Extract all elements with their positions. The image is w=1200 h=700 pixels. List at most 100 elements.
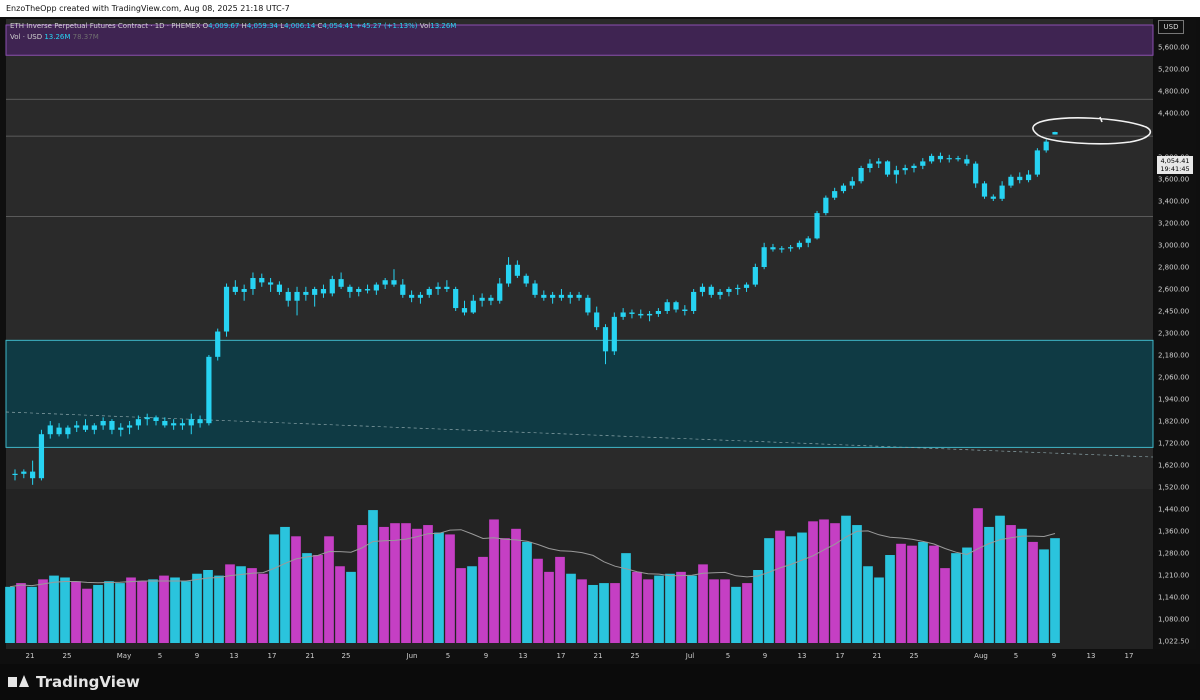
- candle: [550, 291, 556, 304]
- y-tick-label: 1,022.50: [1158, 638, 1189, 646]
- tradingview-name: TradingView: [36, 673, 140, 691]
- candle-body: [717, 291, 723, 295]
- candle: [620, 308, 626, 320]
- volume-bar: [5, 586, 15, 643]
- volume-bar: [1006, 525, 1016, 643]
- candle-body: [276, 284, 283, 292]
- x-tick-label: 13: [1087, 652, 1096, 660]
- candle: [56, 423, 62, 437]
- y-tick-label: 2,450.00: [1158, 308, 1189, 316]
- candle-body: [1043, 141, 1049, 151]
- candle-body: [356, 289, 362, 292]
- candle: [479, 293, 485, 307]
- ellipse-annotation: [1032, 116, 1152, 145]
- price-chart[interactable]: 5,600.005,200.004,800.004,400.003,800.00…: [0, 17, 1200, 664]
- candle-body: [726, 289, 732, 292]
- candle-body: [179, 423, 186, 426]
- candle-body: [567, 294, 573, 298]
- candle-body: [232, 286, 238, 292]
- y-tick-label: 5,600.00: [1158, 44, 1189, 52]
- volume-bar: [731, 586, 741, 643]
- legend-row-volume: Vol · USD 13.26M 78.37M: [10, 33, 456, 41]
- volume-bar: [863, 566, 873, 643]
- candle: [1043, 139, 1049, 153]
- candle-body: [312, 289, 318, 295]
- candle-body: [65, 427, 71, 435]
- candle: [858, 165, 864, 184]
- x-tick-label: 21: [26, 652, 35, 660]
- volume-bar: [753, 569, 763, 643]
- volume-ma-line: [9, 529, 1056, 588]
- x-tick-label: 21: [594, 652, 603, 660]
- y-tick-label: 3,200.00: [1158, 220, 1189, 228]
- candle: [532, 280, 538, 298]
- legend-symbol: ETH Inverse Perpetual Futures Contract ·…: [10, 22, 201, 30]
- candle: [735, 284, 741, 295]
- candle: [197, 415, 203, 428]
- candle-body: [82, 425, 89, 430]
- volume-bar: [489, 519, 499, 643]
- x-tick-label: 13: [798, 652, 807, 660]
- y-tick-label: 1,720.00: [1158, 440, 1189, 448]
- candle-body: [735, 287, 741, 290]
- candle-body: [135, 419, 141, 426]
- x-tick-label: 9: [1052, 652, 1056, 660]
- candle-body: [999, 185, 1005, 199]
- candle: [981, 181, 988, 199]
- candle-body: [417, 294, 424, 298]
- candle-body: [30, 471, 36, 479]
- candle: [241, 284, 247, 301]
- bar-countdown: 19:41:45: [1160, 165, 1190, 173]
- volume-bar: [313, 555, 323, 643]
- candle-body: [56, 427, 62, 435]
- volume-bar: [786, 536, 796, 643]
- candle: [435, 282, 441, 295]
- volume-bar: [423, 525, 433, 643]
- volume-bar: [302, 553, 312, 643]
- x-tick-label: 17: [268, 652, 277, 660]
- candle-body: [646, 313, 653, 316]
- volume-bar: [1028, 541, 1038, 643]
- candle: [902, 164, 908, 175]
- candle: [964, 154, 970, 166]
- volume-bar: [698, 564, 708, 643]
- volume-bar: [346, 571, 356, 643]
- volume-bar: [654, 575, 664, 643]
- candle: [699, 283, 706, 297]
- candle-body: [664, 302, 670, 311]
- volume-bar: [962, 547, 972, 643]
- candle: [470, 294, 476, 314]
- candle: [911, 163, 917, 173]
- candle-body: [1008, 176, 1014, 186]
- candle: [523, 273, 529, 287]
- volume-bar: [533, 558, 543, 643]
- x-tick-label: 5: [158, 652, 162, 660]
- candle: [558, 289, 565, 301]
- candle: [294, 286, 300, 316]
- volume-bar: [148, 579, 158, 643]
- y-tick-label: 1,210.00: [1158, 572, 1189, 580]
- candle: [567, 291, 573, 304]
- candle-body: [91, 425, 97, 430]
- candle-body: [814, 213, 820, 239]
- volume-bar: [203, 569, 213, 643]
- candle-body: [876, 161, 882, 164]
- candle-body: [497, 283, 503, 301]
- candle-body: [743, 284, 750, 288]
- candle: [779, 246, 785, 253]
- volume-bar: [819, 519, 829, 643]
- candle-body: [38, 434, 45, 479]
- candle: [91, 423, 97, 435]
- candle-body: [629, 312, 635, 314]
- x-tick-label: 5: [1014, 652, 1018, 660]
- candle: [382, 278, 388, 289]
- candle-body: [435, 286, 441, 289]
- currency-button[interactable]: USD: [1158, 20, 1184, 34]
- volume-bar: [104, 581, 114, 643]
- volume-bar: [467, 566, 477, 643]
- x-tick-label: 9: [763, 652, 767, 660]
- candle: [347, 284, 353, 298]
- candle: [453, 286, 459, 311]
- candle: [30, 460, 36, 485]
- candle: [876, 158, 882, 168]
